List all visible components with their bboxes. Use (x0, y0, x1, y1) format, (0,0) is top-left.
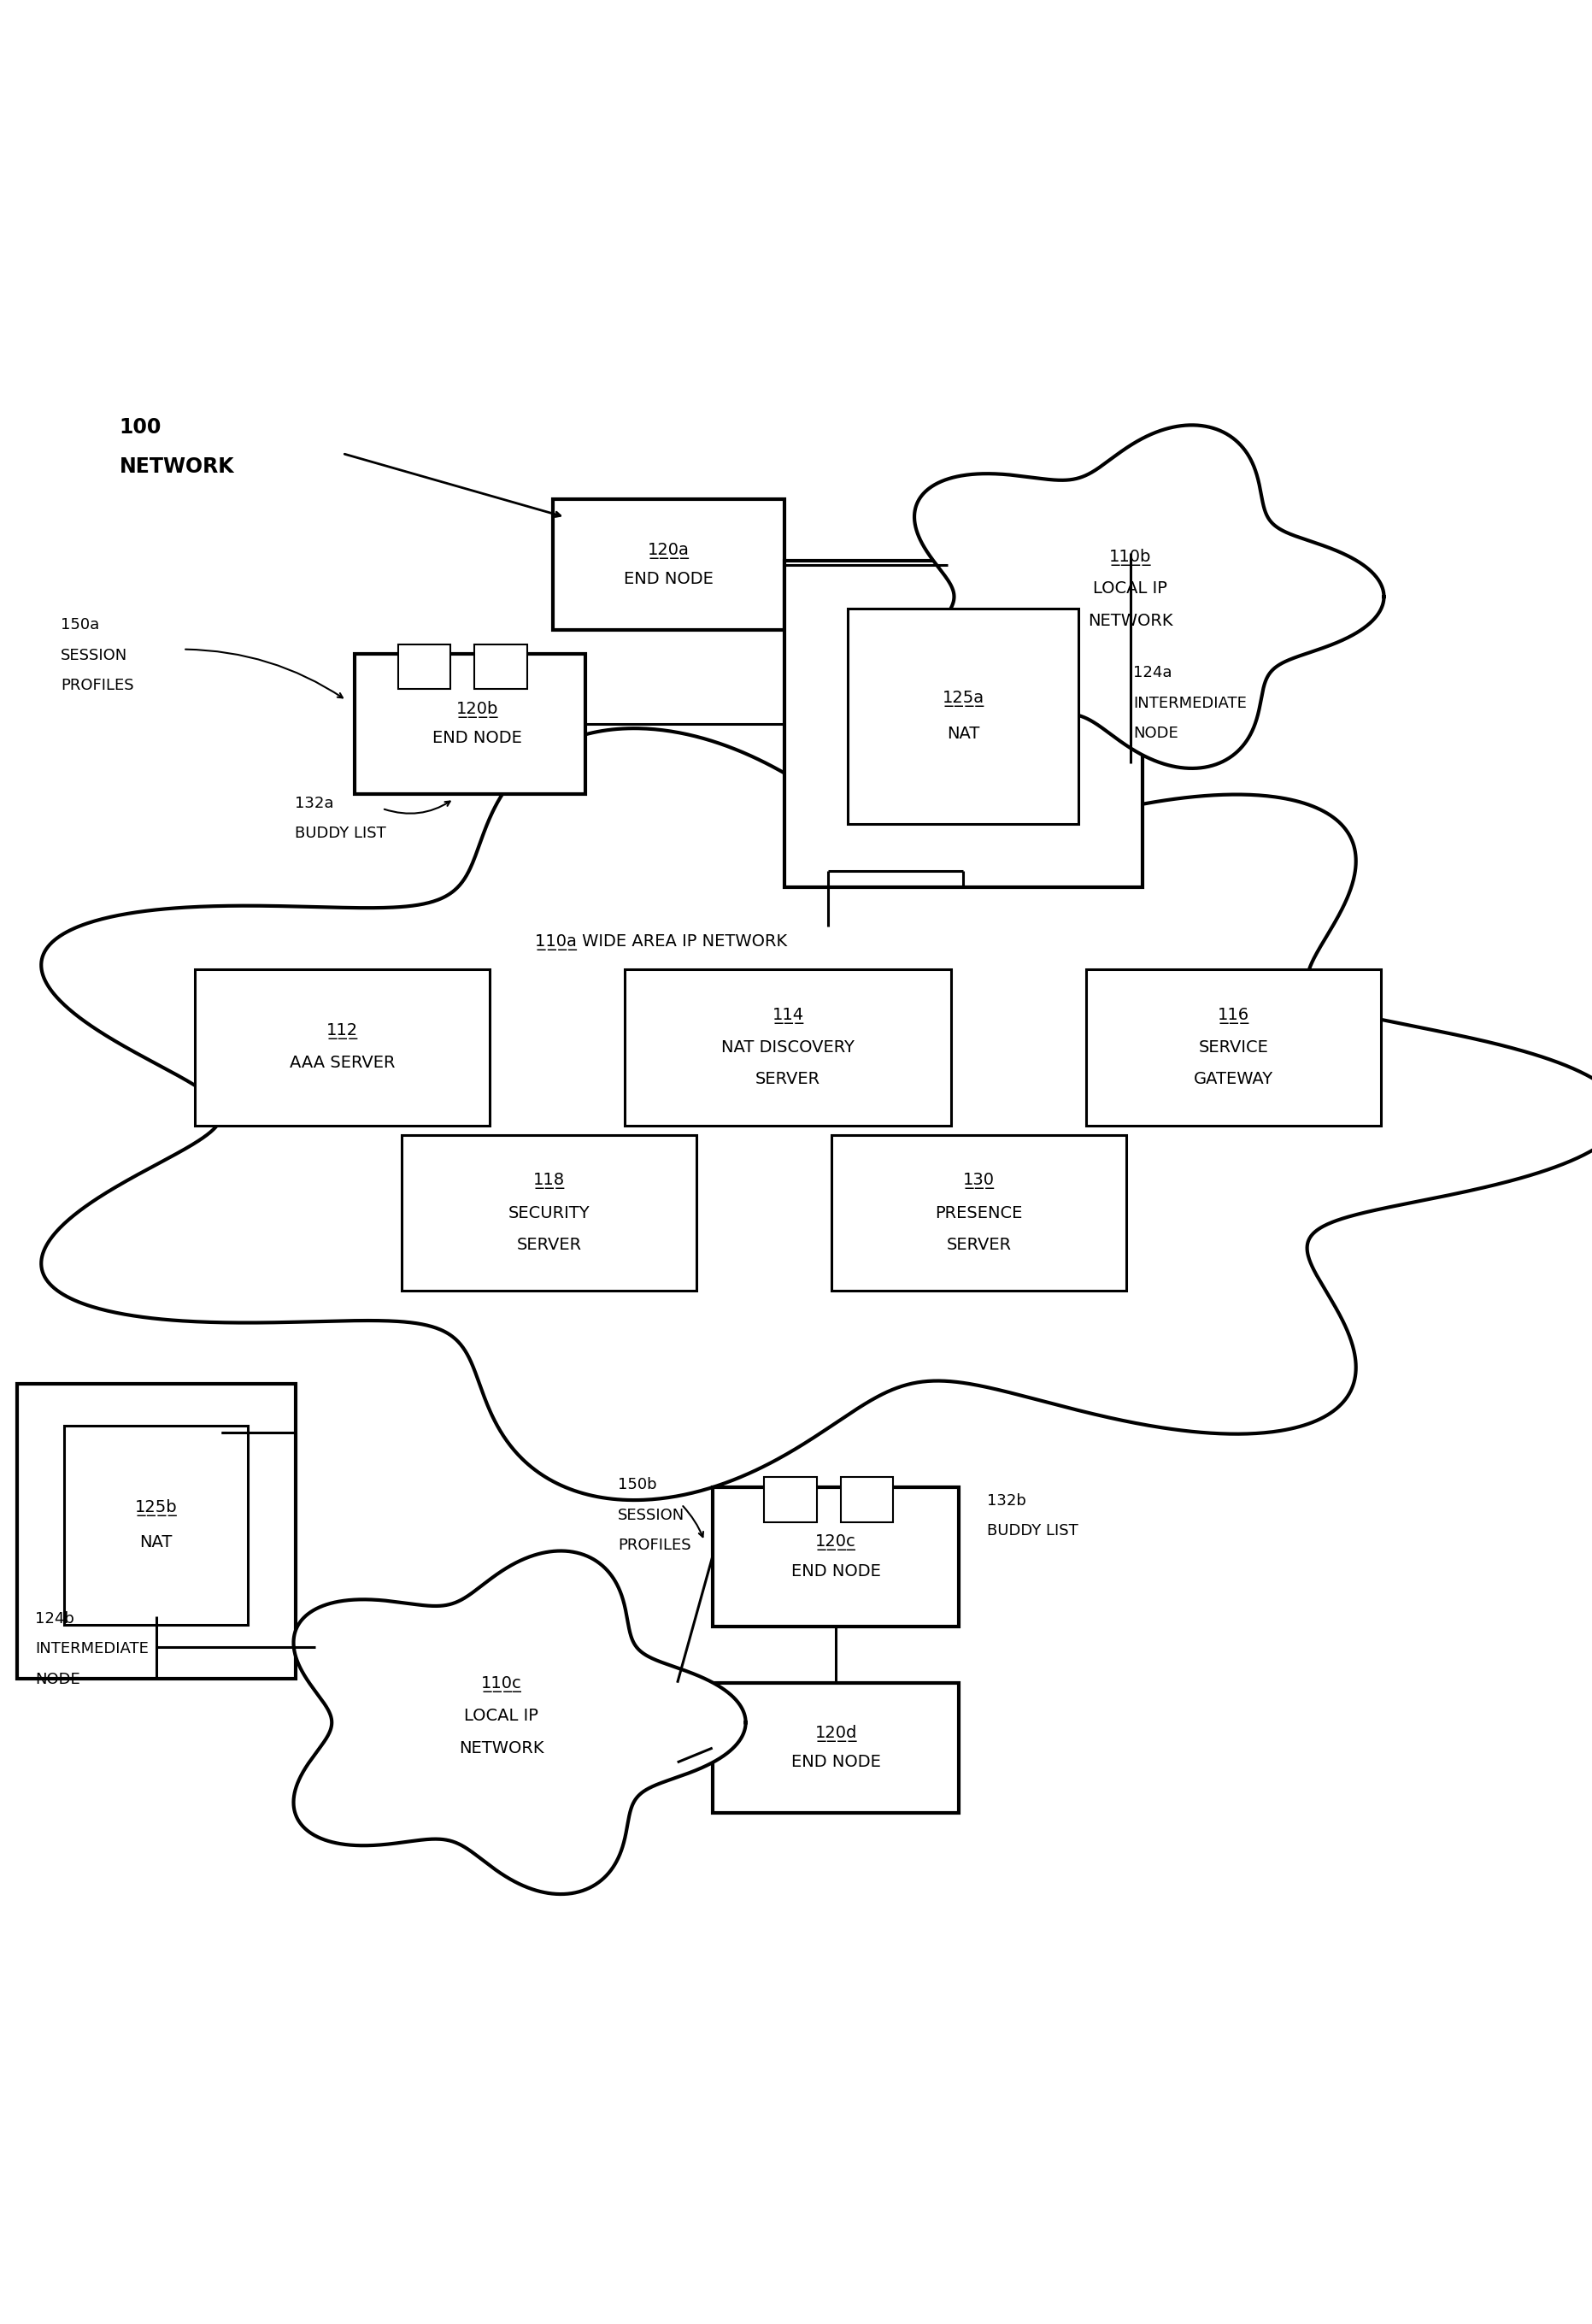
Text: 124b: 124b (35, 1611, 75, 1627)
Text: SECURITY: SECURITY (508, 1204, 591, 1220)
Text: END NODE: END NODE (624, 572, 713, 588)
Bar (847, 609, 1079, 823)
Text: 1̲1̲8̲: 1̲1̲8̲ (533, 1174, 565, 1190)
Bar (841, 1478, 893, 1522)
Text: END NODE: END NODE (791, 1755, 880, 1771)
Text: 1̲1̲4̲: 1̲1̲4̲ (772, 1006, 804, 1023)
Text: GATEWAY: GATEWAY (1194, 1071, 1274, 1088)
Text: 150a: 150a (60, 618, 99, 632)
Text: 1̲2̲0̲c̲: 1̲2̲0̲c̲ (815, 1534, 856, 1550)
Text: END NODE: END NODE (433, 730, 522, 746)
Text: 1̲2̲0̲a̲: 1̲2̲0̲a̲ (648, 541, 689, 558)
Bar (1086, 969, 1380, 1125)
Text: INTERMEDIATE: INTERMEDIATE (1134, 695, 1247, 711)
Text: 150b: 150b (618, 1478, 656, 1492)
Text: NAT: NAT (140, 1534, 172, 1550)
Bar (713, 1487, 958, 1627)
Text: PRESENCE: PRESENCE (936, 1204, 1022, 1220)
Text: 1̲3̲0̲: 1̲3̲0̲ (963, 1174, 995, 1190)
Text: 124a: 124a (1134, 665, 1172, 681)
Polygon shape (914, 425, 1383, 769)
Bar (18, 1385, 296, 1678)
Text: NAT DISCOVERY: NAT DISCOVERY (721, 1039, 855, 1055)
Text: 132b: 132b (987, 1494, 1027, 1508)
Text: 1̲1̲2̲: 1̲1̲2̲ (326, 1023, 358, 1039)
Bar (401, 1134, 696, 1290)
Text: 1̲1̲0̲b̲: 1̲1̲0̲b̲ (1110, 548, 1151, 565)
Bar (194, 969, 490, 1125)
Bar (64, 1425, 247, 1624)
Text: BUDDY LIST: BUDDY LIST (987, 1525, 1078, 1538)
Text: 1̲2̲5̲b̲: 1̲2̲5̲b̲ (135, 1499, 177, 1515)
Text: BUDDY LIST: BUDDY LIST (295, 825, 385, 841)
Text: INTERMEDIATE: INTERMEDIATE (35, 1641, 148, 1657)
Text: 1̲2̲0̲d̲: 1̲2̲0̲d̲ (815, 1724, 856, 1743)
Bar (831, 1134, 1127, 1290)
Bar (783, 560, 1143, 888)
Text: END NODE: END NODE (791, 1564, 880, 1580)
Text: NODE: NODE (1134, 725, 1178, 741)
Text: 132a: 132a (295, 795, 333, 811)
Text: NETWORK: NETWORK (119, 456, 234, 476)
Bar (474, 644, 527, 690)
Text: SERVICE: SERVICE (1199, 1039, 1269, 1055)
Text: SERVER: SERVER (517, 1236, 581, 1253)
Text: 1̲1̲6̲: 1̲1̲6̲ (1218, 1006, 1250, 1023)
Text: NAT: NAT (947, 725, 979, 741)
Text: SESSION: SESSION (60, 648, 127, 662)
Text: PROFILES: PROFILES (618, 1538, 691, 1552)
Text: 100: 100 (119, 416, 162, 437)
Text: AAA SERVER: AAA SERVER (290, 1055, 395, 1071)
Polygon shape (41, 727, 1592, 1499)
Bar (764, 1478, 817, 1522)
Text: SERVER: SERVER (756, 1071, 820, 1088)
Text: PROFILES: PROFILES (60, 679, 134, 693)
Bar (713, 1683, 958, 1813)
Bar (624, 969, 952, 1125)
Bar (353, 653, 584, 795)
Text: 1̲2̲0̲b̲: 1̲2̲0̲b̲ (457, 702, 498, 718)
Text: 1̲2̲5̲a̲: 1̲2̲5̲a̲ (942, 690, 984, 706)
Polygon shape (293, 1550, 745, 1894)
Text: NODE: NODE (35, 1671, 80, 1687)
Bar (398, 644, 451, 690)
Text: NETWORK: NETWORK (458, 1741, 544, 1757)
Text: SESSION: SESSION (618, 1508, 685, 1522)
Text: NETWORK: NETWORK (1087, 614, 1173, 630)
Text: LOCAL IP: LOCAL IP (465, 1708, 538, 1724)
Text: SERVER: SERVER (947, 1236, 1011, 1253)
Bar (554, 500, 783, 630)
Text: 1̲1̲0̲a̲ WIDE AREA IP NETWORK: 1̲1̲0̲a̲ WIDE AREA IP NETWORK (535, 934, 786, 951)
Text: 1̲1̲0̲c̲: 1̲1̲0̲c̲ (481, 1676, 522, 1692)
Text: LOCAL IP: LOCAL IP (1094, 581, 1167, 597)
